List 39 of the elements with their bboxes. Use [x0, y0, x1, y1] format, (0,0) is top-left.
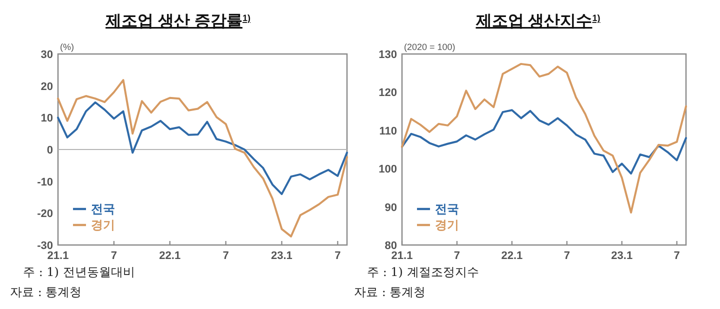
text: 자료 : 통계청	[354, 285, 426, 299]
text: (2020 = 100)	[404, 42, 456, 52]
x-tick-label: 7	[334, 250, 341, 262]
x-tick-label: 22.1	[501, 250, 523, 262]
x-tick-label: 7	[110, 250, 117, 262]
x-tick-label: 22.1	[159, 250, 181, 262]
y-tick-label: 10	[40, 112, 53, 125]
y-tick-label: 120	[378, 87, 397, 100]
line-series	[57, 101, 348, 196]
line-series	[57, 79, 348, 238]
legend-label: 경기	[435, 218, 459, 232]
y-tick-label: 110	[379, 125, 397, 138]
x-tick-label: 21.1	[47, 250, 69, 262]
y-tick-label: 80	[384, 240, 397, 252]
x-tick-label: 7	[564, 250, 570, 262]
y-tick-label: 30	[40, 49, 53, 61]
text: (%)	[60, 42, 74, 52]
legend-label: 경기	[91, 218, 115, 232]
line-series	[401, 109, 687, 175]
y-tick-label: 130	[378, 49, 397, 61]
text: 주 : 1) 계절조정지수	[367, 265, 479, 279]
y-tick-label: 90	[384, 202, 397, 214]
x-tick-label: 7	[674, 250, 680, 262]
text: 자료 : 통계청	[10, 285, 82, 299]
x-tick-label: 21.1	[391, 250, 413, 262]
y-tick-label: 0	[46, 144, 53, 156]
x-tick-label: 23.1	[271, 250, 292, 262]
x-tick-label: 7	[454, 250, 460, 262]
y-tick-label: -20	[37, 208, 53, 220]
x-tick-label: 23.1	[611, 250, 633, 262]
legend-label: 전국	[91, 202, 115, 216]
y-tick-label: 100	[378, 164, 397, 176]
text: 주 : 1) 전년동월대비	[23, 265, 135, 279]
x-tick-label: 7	[222, 250, 229, 262]
line-series	[401, 62, 687, 214]
y-tick-label: -10	[37, 176, 53, 188]
y-tick-label: 20	[40, 80, 53, 93]
y-tick-label: -30	[37, 240, 53, 252]
legend-label: 전국	[435, 202, 459, 216]
